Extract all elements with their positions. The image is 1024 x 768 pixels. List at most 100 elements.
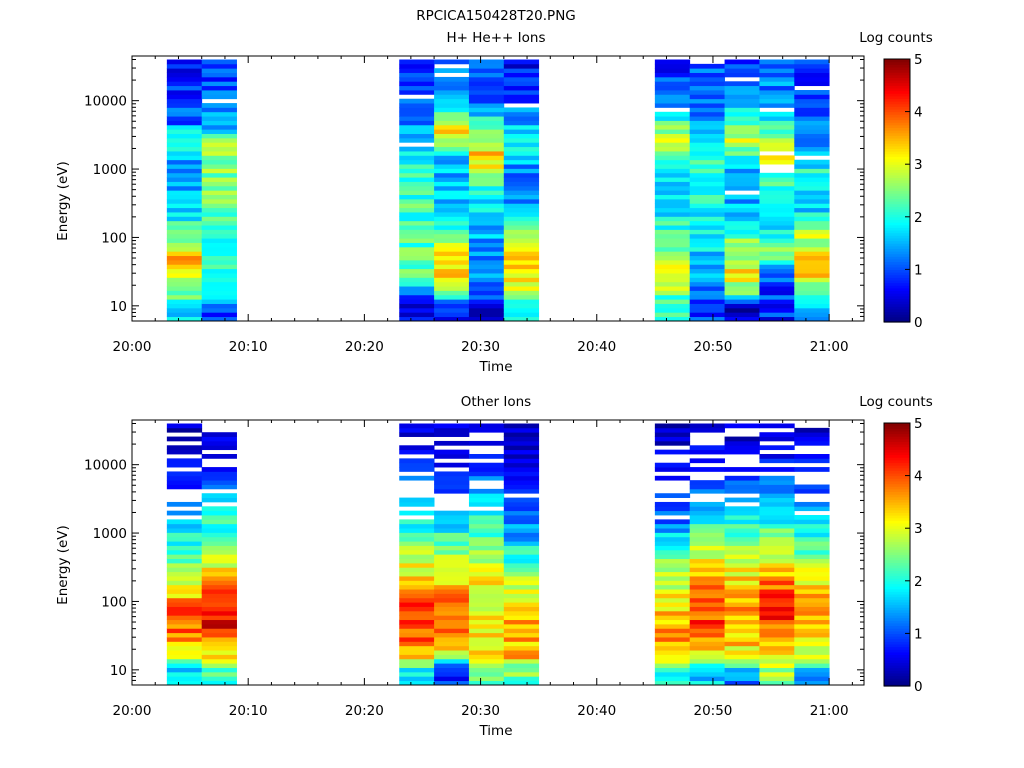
heatmap-cell bbox=[724, 268, 760, 274]
heatmap-cell bbox=[724, 671, 760, 677]
heatmap-cell bbox=[399, 129, 435, 134]
heatmap-cell bbox=[689, 168, 725, 174]
heatmap-cell bbox=[654, 190, 691, 196]
colorbar-swatch bbox=[884, 646, 910, 650]
heatmap-cell bbox=[201, 493, 237, 498]
heatmap-cell bbox=[654, 645, 691, 651]
heatmap-cell bbox=[724, 264, 760, 270]
heatmap-cell bbox=[166, 151, 203, 156]
heatmap-cell bbox=[794, 146, 830, 152]
heatmap-cell bbox=[759, 632, 795, 638]
heatmap-cell bbox=[201, 623, 237, 629]
heatmap-cell bbox=[759, 497, 795, 503]
heatmap-cell bbox=[503, 606, 540, 612]
y-tick-label: 10 bbox=[110, 663, 127, 679]
heatmap-cell bbox=[399, 510, 435, 516]
heatmap-cell bbox=[201, 549, 237, 555]
heatmap-cell bbox=[434, 580, 470, 586]
heatmap-cell bbox=[434, 632, 470, 638]
heatmap-cell bbox=[724, 597, 760, 603]
colorbar-swatch bbox=[884, 525, 910, 529]
heatmap-cell bbox=[654, 94, 691, 100]
heatmap-cell bbox=[689, 536, 725, 542]
heatmap-cell bbox=[654, 246, 691, 252]
heatmap-cell bbox=[759, 264, 795, 270]
heatmap-cell bbox=[759, 475, 795, 481]
heatmap-cell bbox=[201, 628, 237, 634]
heatmap-cell bbox=[434, 137, 470, 143]
heatmap-cell bbox=[201, 242, 237, 248]
heatmap-cell bbox=[689, 94, 725, 100]
colorbar-swatch bbox=[884, 504, 910, 508]
heatmap-cell bbox=[689, 133, 725, 139]
heatmap-cell bbox=[689, 273, 725, 278]
heatmap-cell bbox=[759, 615, 795, 621]
heatmap-cell bbox=[201, 602, 237, 607]
colorbar-swatch bbox=[884, 143, 910, 147]
heatmap-cell bbox=[654, 667, 691, 673]
heatmap-cell bbox=[503, 81, 540, 87]
heatmap-cell bbox=[759, 571, 795, 577]
colorbar-swatch bbox=[884, 654, 910, 658]
heatmap-cell bbox=[468, 299, 505, 304]
heatmap-cell bbox=[399, 246, 435, 252]
heatmap-cell bbox=[759, 458, 795, 464]
heatmap-cell bbox=[689, 212, 725, 217]
heatmap-cell bbox=[201, 290, 237, 296]
heatmap-cell bbox=[724, 663, 760, 668]
heatmap-cell bbox=[724, 225, 760, 230]
heatmap-cell bbox=[724, 303, 760, 309]
colorbar-swatch bbox=[884, 449, 910, 453]
heatmap-cell bbox=[503, 107, 540, 113]
heatmap-cell bbox=[399, 667, 435, 673]
heatmap-cell bbox=[689, 623, 725, 629]
heatmap-cell bbox=[794, 281, 830, 287]
heatmap-cell bbox=[654, 185, 691, 191]
colorbar-swatch bbox=[884, 277, 910, 281]
heatmap-cell bbox=[201, 680, 237, 686]
heatmap-cell bbox=[689, 671, 725, 677]
heatmap-cell bbox=[201, 63, 237, 69]
heatmap-cell bbox=[468, 264, 505, 270]
heatmap-cell bbox=[689, 562, 725, 568]
heatmap-cell bbox=[759, 259, 795, 265]
heatmap-cell bbox=[759, 584, 795, 590]
colorbar-swatch bbox=[884, 612, 910, 616]
heatmap-cell bbox=[434, 177, 470, 182]
colorbar-swatch bbox=[884, 174, 910, 178]
colorbar-swatch bbox=[884, 601, 910, 606]
heatmap-cell bbox=[759, 589, 795, 594]
heatmap-cell bbox=[434, 671, 470, 677]
heatmap-cell bbox=[759, 528, 795, 533]
heatmap-cell bbox=[724, 510, 760, 516]
heatmap-cell bbox=[503, 554, 540, 560]
heatmap-cell bbox=[503, 255, 540, 261]
colorbar-swatch bbox=[884, 483, 910, 487]
heatmap-cell bbox=[503, 619, 540, 625]
heatmap-cell bbox=[399, 303, 435, 309]
heatmap-cell bbox=[759, 185, 795, 191]
heatmap-cell bbox=[166, 619, 203, 625]
heatmap-cell bbox=[399, 203, 435, 209]
heatmap-cell bbox=[166, 312, 203, 318]
heatmap-cell bbox=[759, 94, 795, 100]
colorbar-swatch bbox=[884, 454, 910, 458]
heatmap-cell bbox=[201, 536, 237, 542]
colorbar-swatch bbox=[884, 670, 910, 674]
heatmap-cell bbox=[689, 229, 725, 235]
colorbar-swatch bbox=[884, 222, 910, 226]
heatmap-cell bbox=[689, 137, 725, 143]
heatmap-cell bbox=[689, 580, 725, 586]
colorbar-swatch bbox=[884, 599, 910, 603]
colorbar-swatch bbox=[884, 609, 910, 613]
heatmap-cell bbox=[724, 680, 760, 686]
heatmap-cell bbox=[503, 207, 540, 213]
heatmap-cell bbox=[794, 610, 830, 616]
heatmap-cell bbox=[434, 124, 470, 130]
colorbar-swatch bbox=[884, 274, 910, 278]
heatmap-cell bbox=[759, 423, 795, 429]
heatmap-cell bbox=[434, 299, 470, 304]
heatmap-cell bbox=[689, 268, 725, 274]
heatmap-cell bbox=[759, 628, 795, 634]
heatmap-cell bbox=[166, 602, 203, 607]
